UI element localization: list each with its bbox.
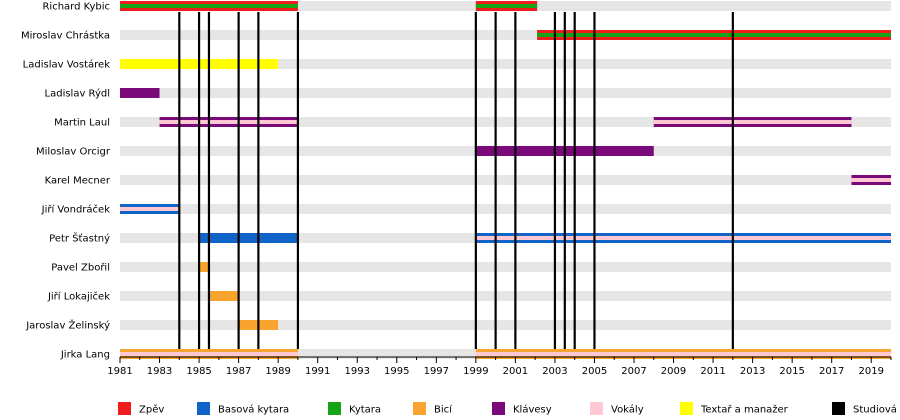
legend-label: Klávesy <box>513 404 552 416</box>
member-label: Miroslav Chrástka <box>21 30 110 42</box>
member-label: Petr Šťastný <box>49 232 110 245</box>
legend-label: Bicí <box>434 404 453 416</box>
x-tick-label: 2007 <box>621 366 646 377</box>
role-bar-secondary <box>475 352 891 356</box>
x-tick-label: 2017 <box>819 366 844 377</box>
x-tick-label: 1997 <box>424 366 449 377</box>
member-label: Jaroslav Želinský <box>25 319 110 332</box>
legend-swatch <box>590 402 603 415</box>
legend-swatch <box>680 402 693 415</box>
role-bar-secondary <box>120 352 298 356</box>
x-tick-label: 2013 <box>740 366 765 377</box>
role-bar-secondary <box>120 4 298 8</box>
legend-swatch <box>118 402 131 415</box>
x-tick-label: 1989 <box>265 366 290 377</box>
row-background <box>120 291 891 301</box>
member-label: Martin Laul <box>54 118 110 129</box>
row-background <box>120 262 891 272</box>
legend-label: Basová kytara <box>218 404 289 416</box>
member-label: Ladislav Vostárek <box>23 59 111 71</box>
x-tick-label: 2005 <box>582 366 607 377</box>
legend-swatch <box>832 402 845 415</box>
x-tick-label: 2019 <box>859 366 884 377</box>
role-bar-secondary <box>159 120 298 124</box>
legend-swatch <box>328 402 341 415</box>
row-background <box>120 204 891 214</box>
legend-label: Zpěv <box>139 404 164 416</box>
row-background <box>120 117 891 127</box>
x-tick-label: 1991 <box>305 366 330 377</box>
x-tick-label: 2011 <box>700 366 725 377</box>
role-bar <box>120 88 160 98</box>
row-background <box>120 175 891 185</box>
role-bar-secondary <box>475 4 538 8</box>
x-tick-label: 2015 <box>779 366 804 377</box>
member-label: Jiří Vondráček <box>41 204 111 216</box>
row-background <box>120 88 891 98</box>
role-bar-secondary <box>537 33 891 37</box>
x-tick-label: 1985 <box>186 366 211 377</box>
x-tick-label: 1999 <box>463 366 488 377</box>
legend-label: Studiová a <box>853 404 900 416</box>
role-bar-secondary <box>120 207 180 211</box>
role-bar-secondary <box>475 236 891 240</box>
x-tick-label: 1993 <box>345 366 370 377</box>
x-tick-label: 2009 <box>661 366 686 377</box>
legend-label: Kytara <box>349 405 381 416</box>
member-label: Jirka Lang <box>60 350 110 361</box>
x-tick-label: 1981 <box>107 366 132 377</box>
row-background <box>120 59 891 69</box>
row-background <box>120 30 891 40</box>
role-bar <box>199 233 298 243</box>
x-tick-label: 1983 <box>147 366 172 377</box>
legend-label: Vokály <box>611 404 644 416</box>
legend-label: Textař a manažer <box>700 404 789 416</box>
role-bar <box>199 262 209 272</box>
row-background <box>120 320 891 330</box>
role-bar <box>208 291 239 301</box>
x-tick-label: 1995 <box>384 366 409 377</box>
member-label: Richard Kybic <box>42 2 110 13</box>
x-tick-label: 2003 <box>542 366 567 377</box>
role-bar-secondary <box>653 120 852 124</box>
member-label: Ladislav Rýdl <box>45 88 110 100</box>
member-label: Karel Mecner <box>45 176 111 187</box>
legend-swatch <box>413 402 426 415</box>
x-tick-label: 2001 <box>503 366 528 377</box>
member-label: Miloslav Orcigr <box>36 147 111 158</box>
x-tick-label: 1987 <box>226 366 251 377</box>
member-label: Jiří Lokajiček <box>47 291 110 303</box>
member-label: Pavel Zbořil <box>51 262 110 274</box>
legend-swatch <box>492 402 505 415</box>
role-bar-secondary <box>851 178 891 182</box>
legend-swatch <box>197 402 210 415</box>
